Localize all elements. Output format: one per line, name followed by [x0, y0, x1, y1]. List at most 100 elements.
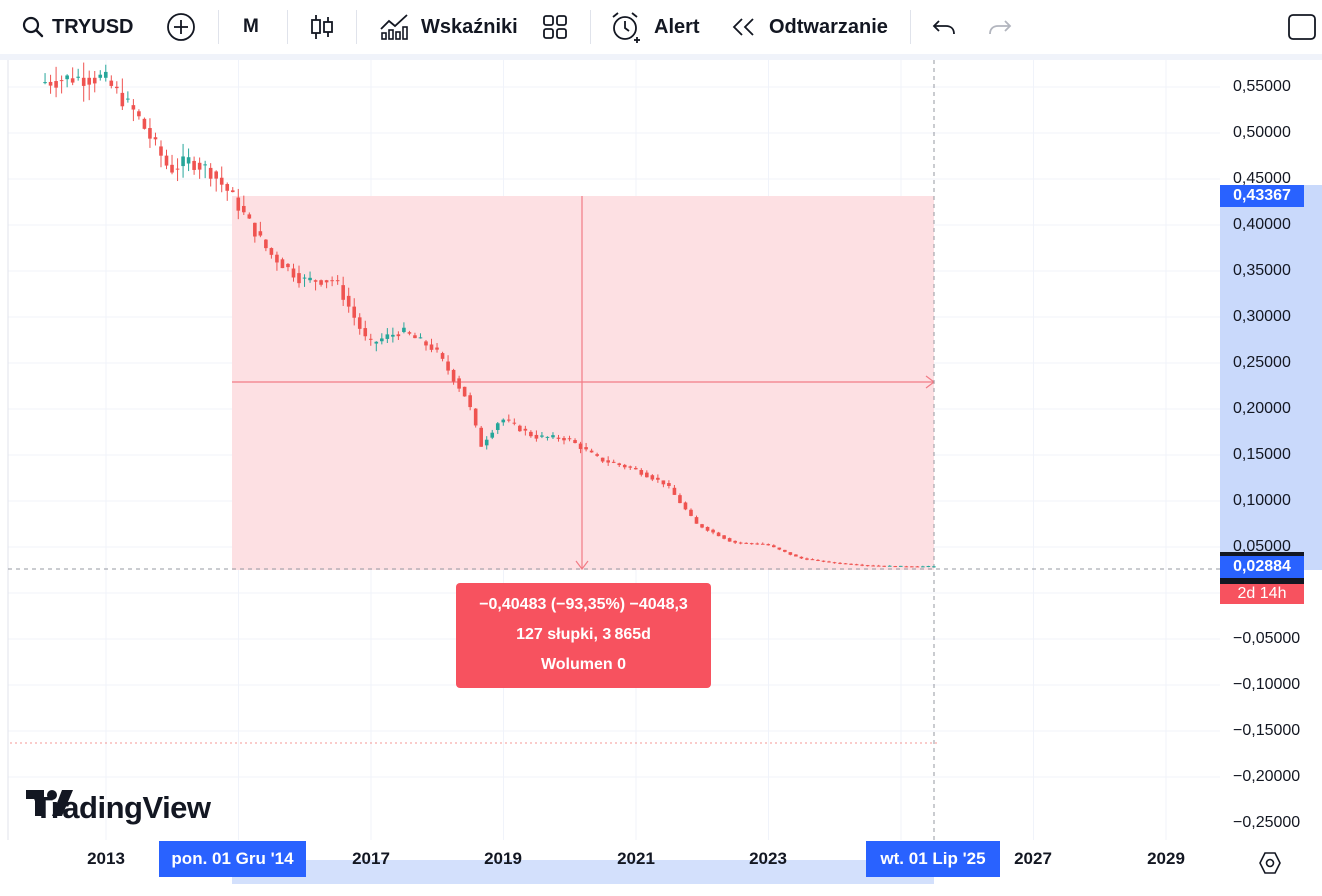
replay-button[interactable]: Odtwarzanie: [731, 0, 888, 54]
candle-body: [208, 167, 213, 179]
price-label: 0,40000: [1233, 216, 1291, 233]
candle-body: [821, 560, 826, 562]
candle-body: [573, 440, 577, 444]
candle-body: [275, 254, 279, 263]
redo-button[interactable]: [988, 0, 1012, 54]
measurement-bars: 127 słupki, 3 865d: [516, 626, 651, 643]
candle-body: [545, 436, 550, 438]
price-range-highlight: [1220, 185, 1322, 570]
candle-body: [854, 564, 859, 566]
candle-body: [308, 277, 312, 281]
candle-body: [385, 334, 390, 339]
candle-body: [501, 419, 506, 423]
candle-body: [380, 338, 384, 342]
candle-body: [59, 80, 64, 82]
add-symbol-icon: [166, 12, 196, 42]
price-label: 0,05000: [1233, 538, 1291, 555]
time-label: 2021: [617, 849, 655, 868]
chart-type-button[interactable]: [310, 0, 334, 54]
candle-body: [667, 483, 671, 486]
candle-body: [142, 118, 147, 129]
candle-body: [302, 277, 307, 279]
candle-body: [540, 435, 544, 437]
fullscreen-button[interactable]: [1287, 0, 1317, 54]
candle-body: [849, 563, 853, 565]
candle-body: [297, 273, 301, 284]
candle-body: [473, 408, 478, 426]
time-label: 2027: [1014, 849, 1052, 868]
measurement-volume: Wolumen 0: [540, 656, 627, 673]
candle-body: [523, 428, 528, 431]
candle-body: [247, 214, 252, 219]
interval-button[interactable]: M: [243, 0, 259, 54]
price-label: 0,50000: [1233, 124, 1291, 141]
candle-body: [611, 461, 616, 463]
candle-body: [639, 469, 644, 475]
undo-icon: [932, 17, 956, 37]
price-label: −0,15000: [1233, 722, 1301, 739]
candle-body: [479, 427, 483, 447]
candle-body: [904, 566, 909, 568]
candle-body: [186, 157, 191, 164]
undo-button[interactable]: [932, 0, 956, 54]
indicators-icon: [379, 13, 409, 41]
symbol-search-button[interactable]: TRYUSD: [22, 0, 133, 54]
candle-body: [744, 542, 748, 544]
candle-body: [269, 248, 274, 255]
symbol-label: TRYUSD: [52, 15, 134, 38]
candle-body: [672, 487, 677, 495]
layouts-button[interactable]: [542, 0, 568, 54]
candle-body: [48, 81, 53, 86]
candle-body: [876, 565, 881, 567]
tradingview-logo[interactable]: TradingView: [26, 790, 211, 826]
candle-body: [374, 341, 379, 344]
candle-body: [363, 328, 368, 337]
candle-body: [529, 431, 533, 437]
candle-body: [115, 86, 119, 89]
candle-body: [838, 562, 842, 564]
candle-body: [181, 156, 185, 167]
time-label: 2017: [352, 849, 390, 868]
layouts-icon: [542, 14, 568, 40]
candle-body: [650, 475, 655, 480]
candle-body: [418, 337, 423, 339]
candle-body: [413, 335, 417, 339]
range-end-date-badge: wt. 01 Lip '25: [866, 841, 1000, 877]
candle-body: [578, 443, 583, 449]
alert-button[interactable]: Alert: [610, 0, 700, 54]
candle-body: [921, 566, 925, 568]
compare-add-symbol-button[interactable]: [166, 0, 196, 54]
chart-canvas[interactable]: [0, 60, 1322, 896]
candle-body: [705, 526, 710, 531]
candle-body: [424, 341, 428, 346]
bar-countdown-badge: 2d 14h: [1220, 584, 1304, 604]
candle-body: [291, 268, 296, 278]
candle-body: [656, 477, 660, 480]
candle-body: [589, 450, 594, 453]
candle-body: [915, 566, 920, 568]
candle-body: [440, 353, 445, 359]
measure-arrow-down: [575, 560, 589, 570]
candle-body: [507, 419, 511, 421]
chart-settings-button[interactable]: [1258, 851, 1282, 880]
alarm-clock-icon: [610, 11, 642, 43]
candle-body: [871, 565, 875, 567]
candle-body: [65, 75, 69, 80]
candle-body: [551, 435, 555, 438]
candle-body: [567, 438, 572, 440]
candle-body: [258, 231, 263, 236]
candle-series: [43, 62, 936, 568]
toolbar-divider: [356, 10, 357, 44]
chart-area[interactable]: −0,40483 (−93,35%) −4048,3 127 słupki, 3…: [0, 60, 1322, 896]
time-label: 2029: [1147, 849, 1185, 868]
candle-body: [893, 566, 898, 568]
replay-icon: [731, 17, 757, 37]
candle-body: [462, 386, 467, 397]
candle-body: [865, 565, 870, 567]
candle-body: [170, 164, 174, 173]
candle-body: [429, 344, 434, 350]
indicators-button[interactable]: Wskaźniki: [379, 0, 518, 54]
current-price-badge: 0,02884: [1220, 556, 1304, 578]
candle-body: [164, 155, 169, 166]
candle-body: [70, 78, 75, 83]
